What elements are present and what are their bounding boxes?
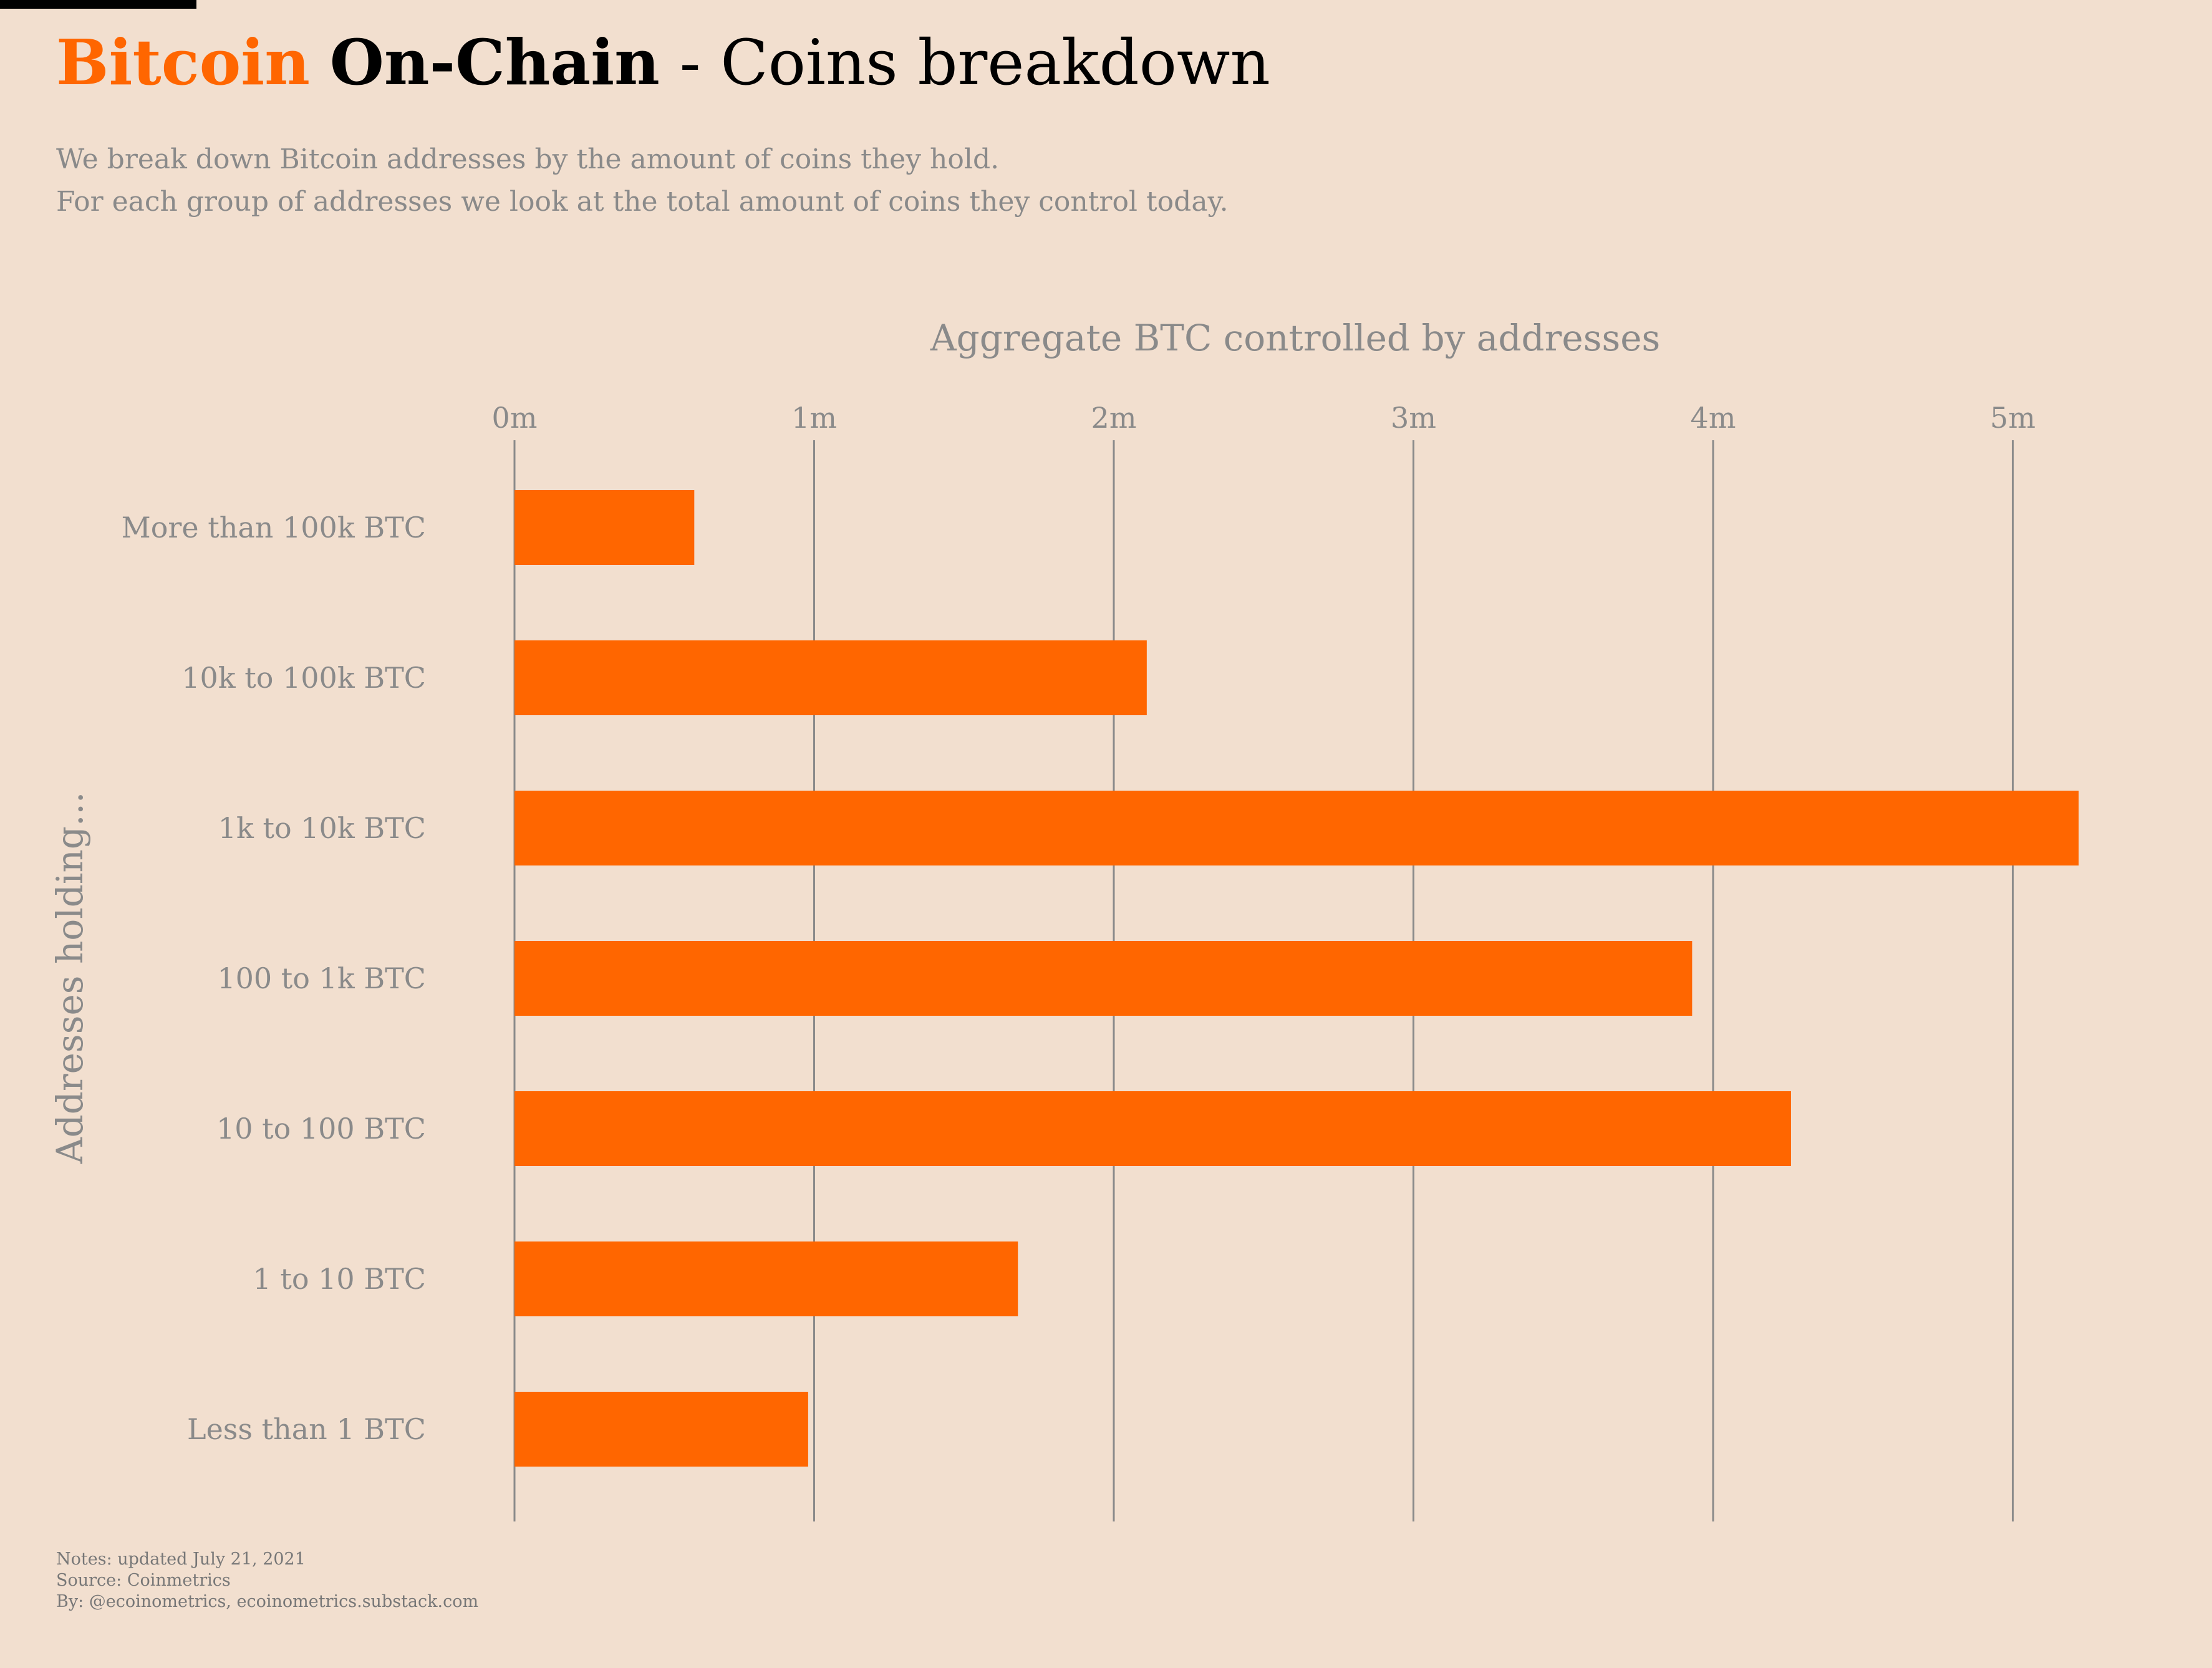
category-label: 100 to 1k BTC	[217, 962, 426, 995]
top-accent-bar	[0, 0, 196, 9]
footer-credit: By: @ecoinometrics, ecoinometrics.substa…	[56, 1592, 479, 1611]
bar	[514, 640, 1147, 715]
x-tick-label: 1m	[791, 401, 837, 435]
category-label: 1 to 10 BTC	[253, 1262, 426, 1296]
footer-source: Source: Coinmetrics	[56, 1571, 231, 1590]
title-brand: Bitcoin	[56, 26, 310, 99]
x-axis-title: Aggregate BTC controlled by addresses	[930, 317, 1661, 359]
category-label: More than 100k BTC	[122, 511, 426, 544]
bar	[514, 941, 1693, 1016]
subtitle-line-2: For each group of addresses we look at t…	[56, 186, 1229, 218]
category-label: 10k to 100k BTC	[181, 661, 426, 695]
subtitle-line-1: We break down Bitcoin addresses by the a…	[56, 143, 1000, 175]
x-tick-label: 0m	[492, 401, 538, 435]
bar	[514, 1241, 1018, 1316]
footer: Notes: updated July 21, 2021 Source: Coi…	[56, 1549, 478, 1613]
category-label: Less than 1 BTC	[187, 1412, 426, 1446]
subtitle: We break down Bitcoin addresses by the a…	[56, 138, 1229, 223]
footer-notes: Notes: updated July 21, 2021	[56, 1550, 306, 1569]
bar	[514, 1091, 1791, 1166]
y-axis-title: Addresses holding...	[49, 792, 91, 1165]
x-tick-label: 3m	[1391, 401, 1436, 435]
x-tick-label: 4m	[1691, 401, 1736, 435]
category-labels: More than 100k BTC 10k to 100k BTC 1k to 1…	[122, 511, 426, 1446]
x-tick-labels: 0m 1m 2m 3m 4m 5m	[492, 401, 2036, 435]
bars	[514, 490, 2079, 1467]
bar	[514, 1392, 808, 1467]
x-tick-label: 5m	[1990, 401, 2036, 435]
x-tick-label: 2m	[1091, 401, 1137, 435]
title-rest: - Coins breakdown	[679, 26, 1270, 99]
page-title: Bitcoin On-Chain - Coins breakdown	[56, 25, 1270, 100]
category-label: 1k to 10k BTC	[218, 811, 426, 845]
category-label: 10 to 100 BTC	[216, 1112, 426, 1145]
title-bold: On-Chain	[329, 26, 660, 99]
bar	[514, 791, 2079, 865]
bar	[514, 490, 695, 565]
